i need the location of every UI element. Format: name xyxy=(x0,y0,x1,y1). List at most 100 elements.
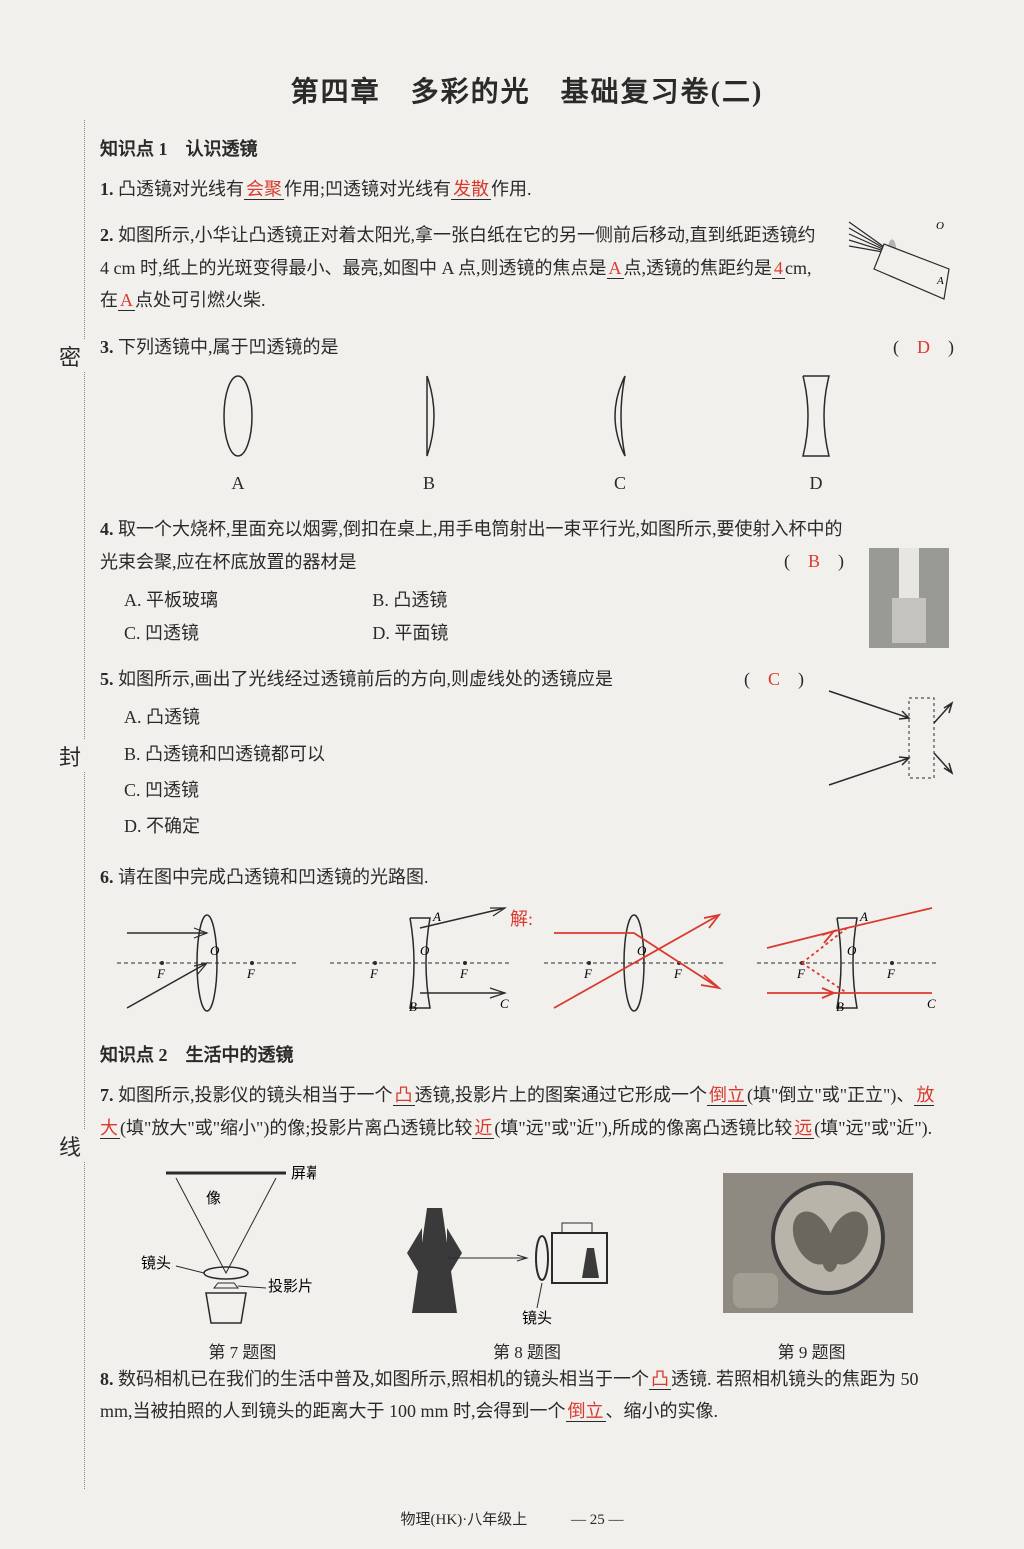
svg-text:B: B xyxy=(409,999,417,1014)
q6-concave-given: F F O A B C xyxy=(325,903,515,1023)
lens-d-label: D xyxy=(791,467,841,499)
page-number: — 25 — xyxy=(571,1512,624,1528)
q6-number: 6. xyxy=(100,867,114,887)
figures-7-8-9: 屏幕 像 镜头 投影片 镜头 xyxy=(100,1158,954,1328)
q7-text-3: (填"倒立"或"正立")、 xyxy=(747,1085,914,1105)
question-5: 5. 如图所示,画出了光线经过透镜前后的方向,则虚线处的透镜应是 ( C ) A… xyxy=(100,663,954,847)
q6-convex-solution: F F O xyxy=(539,903,729,1023)
figure-8: 镜头 xyxy=(387,1158,647,1328)
q2-number: 2. xyxy=(100,225,114,245)
q1-text-1: 凸透镜对光线有 xyxy=(118,179,244,199)
q2-answer-1: A xyxy=(607,258,624,279)
svg-text:O: O xyxy=(210,943,220,958)
q6-solution-label: 解: xyxy=(510,903,533,935)
q7-answer-5: 远 xyxy=(792,1118,814,1139)
caption-8: 第 8 题图 xyxy=(493,1338,561,1363)
lens-b-label: B xyxy=(409,467,449,499)
question-7: 7. 如图所示,投影仪的镜头相当于一个凸透镜,投影片上的图案通过它形成一个倒立(… xyxy=(100,1079,954,1144)
page-footer: 物理(HK)·八年级上 — 25 — xyxy=(0,1508,1024,1529)
q8-answer-1: 凸 xyxy=(649,1369,671,1390)
q2-figure: O A xyxy=(844,214,954,309)
svg-text:F: F xyxy=(369,966,379,981)
q6-text: 请在图中完成凸透镜和凹透镜的光路图. xyxy=(118,867,429,887)
q7-text-6: (填"远"或"近"). xyxy=(814,1118,932,1138)
q5-answer-paren: ( C ) xyxy=(744,663,804,695)
q5-figure xyxy=(824,683,954,793)
question-1: 1. 凸透镜对光线有会聚作用;凹透镜对光线有发散作用. xyxy=(100,173,954,205)
q6-concave-solution: F F O A B C xyxy=(752,903,942,1023)
q5-opt-b: B. 凸透镜和凹透镜都可以 xyxy=(124,738,814,770)
q4-options: A. 平板玻璃 B. 凸透镜 C. 凹透镜 D. 平面镜 xyxy=(100,584,621,649)
q5-options: A. 凸透镜 B. 凸透镜和凹透镜都可以 C. 凹透镜 D. 不确定 xyxy=(100,701,814,847)
q6-diagrams: 解: F F O F F O A B C xyxy=(100,903,954,1023)
caption-7: 第 7 题图 xyxy=(208,1338,276,1363)
q1-text-3: 作用. xyxy=(491,179,532,199)
seal-char-3: 线 xyxy=(55,1130,85,1162)
seal-char-2: 封 xyxy=(55,740,85,772)
lens-option-a: A xyxy=(213,371,263,499)
svg-text:像: 像 xyxy=(206,1190,221,1207)
q1-number: 1. xyxy=(100,179,114,199)
section-1-heading: 知识点 1 认识透镜 xyxy=(100,135,954,161)
q1-answer-1: 会聚 xyxy=(244,179,284,200)
q7-text-4: (填"放大"或"缩小")的像;投影片离凸透镜比较 xyxy=(120,1118,472,1138)
q3-text: 下列透镜中,属于凹透镜的是 xyxy=(118,337,339,357)
question-8: 8. 数码相机已在我们的生活中普及,如图所示,照相机的镜头相当于一个凸透镜. 若… xyxy=(100,1363,954,1428)
svg-text:O: O xyxy=(847,943,857,958)
q2-answer-3: A xyxy=(118,290,135,311)
question-2: O A 2. 如图所示,小华让凸透镜正对着太阳光,拿一张白纸在它的另一侧前后移动… xyxy=(100,219,954,316)
lens-c-label: C xyxy=(595,467,645,499)
footer-text: 物理(HK)·八年级上 xyxy=(401,1512,528,1528)
figure-7: 屏幕 像 镜头 投影片 xyxy=(136,1158,316,1328)
svg-text:A: A xyxy=(859,909,868,924)
svg-text:F: F xyxy=(459,966,469,981)
q3-answer-paren: ( D ) xyxy=(893,331,954,363)
q2-text-2: 点,透镜的焦距约是 xyxy=(624,258,773,278)
lens-option-d: D xyxy=(791,371,841,499)
caption-9: 第 9 题图 xyxy=(778,1338,846,1363)
figure-9 xyxy=(718,1168,918,1318)
q4-opt-b: B. 凸透镜 xyxy=(372,584,620,616)
q4-text: 取一个大烧杯,里面充以烟雾,倒扣在桌上,用手电筒射出一束平行光,如图所示,要使射… xyxy=(100,519,843,571)
question-4: 4. 取一个大烧杯,里面充以烟雾,倒扣在桌上,用手电筒射出一束平行光,如图所示,… xyxy=(100,513,954,649)
lens-option-c: C xyxy=(595,371,645,499)
svg-text:F: F xyxy=(246,966,256,981)
svg-text:镜头: 镜头 xyxy=(141,1254,171,1272)
q8-number: 8. xyxy=(100,1369,114,1389)
svg-text:镜头: 镜头 xyxy=(522,1309,552,1327)
lens-a-label: A xyxy=(213,467,263,499)
q5-answer: C xyxy=(768,669,780,689)
svg-text:A: A xyxy=(936,275,944,287)
section-2-heading: 知识点 2 生活中的透镜 xyxy=(100,1041,954,1067)
seal-char-1: 密 xyxy=(55,340,85,372)
q5-opt-a: A. 凸透镜 xyxy=(124,701,814,733)
page-title: 第四章 多彩的光 基础复习卷(二) xyxy=(100,70,954,110)
q8-text-3: 、缩小的实像. xyxy=(606,1401,719,1421)
q3-number: 3. xyxy=(100,337,114,357)
q4-opt-d: D. 平面镜 xyxy=(372,617,620,649)
q1-answer-2: 发散 xyxy=(451,179,491,200)
q6-convex-given: F F O xyxy=(112,903,302,1023)
svg-text:A: A xyxy=(432,909,441,924)
svg-text:F: F xyxy=(796,966,806,981)
svg-text:B: B xyxy=(836,999,844,1014)
svg-text:投影片: 投影片 xyxy=(268,1278,313,1295)
q7-answer-1: 凸 xyxy=(393,1085,415,1106)
q4-figure xyxy=(864,543,954,653)
q2-answer-2: 4 xyxy=(772,258,785,279)
q7-text-5: (填"远"或"近"),所成的像离凸透镜比较 xyxy=(494,1118,792,1138)
fig7-screen-label: 屏幕 xyxy=(291,1165,316,1182)
q5-opt-d: D. 不确定 xyxy=(124,810,814,842)
question-6: 6. 请在图中完成凸透镜和凹透镜的光路图. 解: F F O F F O A B… xyxy=(100,861,954,1023)
q4-number: 4. xyxy=(100,519,114,539)
q4-opt-c: C. 凹透镜 xyxy=(124,617,372,649)
q8-text-1: 数码相机已在我们的生活中普及,如图所示,照相机的镜头相当于一个 xyxy=(118,1369,649,1389)
q2-text-4: 点处可引燃火柴. xyxy=(135,290,266,310)
svg-text:C: C xyxy=(500,996,509,1011)
q7-answer-4: 近 xyxy=(472,1118,494,1139)
q7-answer-2: 倒立 xyxy=(707,1085,747,1106)
q1-text-2: 作用;凹透镜对光线有 xyxy=(284,179,451,199)
q4-answer-paren: ( B ) xyxy=(784,545,844,577)
q8-answer-2: 倒立 xyxy=(566,1401,606,1422)
svg-text:C: C xyxy=(927,996,936,1011)
